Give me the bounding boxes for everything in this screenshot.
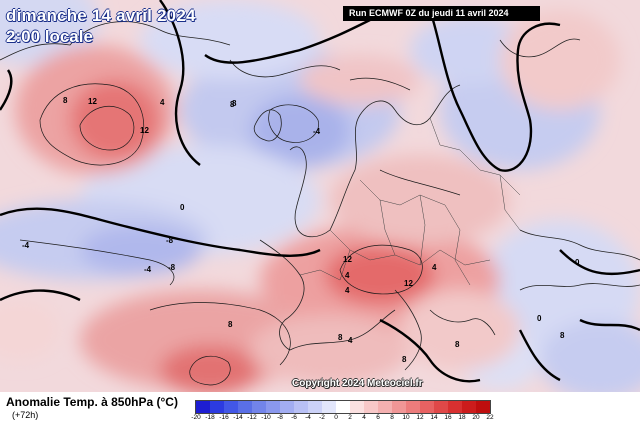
contour-label: 4	[345, 271, 350, 280]
color-scale-tick: -12	[247, 414, 257, 421]
color-scale-tick: -4	[305, 414, 311, 421]
color-scale-tick: -8	[277, 414, 283, 421]
coastlines	[0, 21, 640, 371]
color-scale-tick: 10	[402, 414, 410, 421]
color-scale-tick: -14	[233, 414, 243, 421]
forecast-date: dimanche 14 avril 2024	[6, 6, 196, 25]
color-scale-tick: 12	[416, 414, 424, 421]
color-swatch	[392, 401, 406, 413]
color-scale-ticks: -20 -18 -16 -14 -12 -10 -8 -6 -4 -2 0 2 4 6 8 10 12 14 16 1…	[191, 414, 495, 424]
color-swatch	[308, 401, 322, 413]
color-swatch	[280, 401, 294, 413]
isolines	[19, 77, 461, 386]
zero-isolines	[0, 0, 640, 383]
contour-label: -4	[144, 265, 152, 274]
contour-label: 8	[338, 333, 343, 342]
copyright-text: Copyright 2024 Meteociel.fr	[292, 378, 423, 389]
color-swatch	[350, 401, 364, 413]
contour-label: -8	[168, 263, 176, 272]
color-scale-tick: 0	[334, 414, 338, 421]
anomaly-field	[0, 0, 640, 392]
forecast-hour: (+72h)	[12, 410, 39, 420]
contour-label: 4	[345, 286, 350, 295]
contour-label: 4	[432, 263, 437, 272]
contour-label: 8	[232, 99, 237, 108]
color-swatch	[238, 401, 252, 413]
model-run-label: Run ECMWF 0Z du jeudi 11 avril 2024	[343, 6, 540, 21]
color-swatch	[336, 401, 350, 413]
contour-label: 8	[63, 96, 68, 105]
color-scale-tick: 6	[376, 414, 380, 421]
contour-label: 4	[160, 98, 165, 107]
color-swatch	[448, 401, 462, 413]
contour-label: 8	[230, 100, 235, 109]
color-scale-tick: -10	[261, 414, 271, 421]
color-swatch	[322, 401, 336, 413]
color-swatch	[210, 401, 224, 413]
color-scale-tick: 18	[458, 414, 466, 421]
weather-map: 12 12 8 8 4 8 -4 -8 -8 0 -4 8 4 12 12 8 8 8 4 4 -4 8 0 0 4 diman…	[0, 0, 640, 392]
color-swatch	[462, 401, 476, 413]
contour-label: 8	[455, 340, 460, 349]
color-scale-tick: -6	[291, 414, 297, 421]
contour-label: 8	[402, 355, 407, 364]
color-swatch	[378, 401, 392, 413]
contour-label: 8	[560, 331, 565, 340]
color-scale-tick: 4	[362, 414, 366, 421]
contour-label: 12	[343, 255, 352, 264]
color-swatch	[196, 401, 210, 413]
color-swatch	[266, 401, 280, 413]
contour-label: 4	[348, 336, 353, 345]
contour-label: 0	[575, 258, 580, 267]
color-scale-tick: 16	[444, 414, 452, 421]
contour-label: -4	[22, 241, 30, 250]
contour-label: 12	[140, 126, 149, 135]
color-scale-tick: 22	[486, 414, 494, 421]
forecast-time: 2:00 locale	[6, 27, 93, 46]
color-swatch	[406, 401, 420, 413]
color-swatch	[294, 401, 308, 413]
country-borders	[299, 117, 521, 286]
color-scale-tick: -2	[319, 414, 325, 421]
color-swatch	[224, 401, 238, 413]
color-swatch	[364, 401, 378, 413]
contour-label: 12	[88, 97, 97, 106]
contour-label: 12	[404, 279, 413, 288]
color-swatch	[252, 401, 266, 413]
color-scale-tick: 2	[348, 414, 352, 421]
contour-label: 8	[228, 320, 233, 329]
contour-label: 0	[537, 314, 542, 323]
color-scale-tick: 20	[472, 414, 480, 421]
color-scale-tick: -16	[219, 414, 229, 421]
color-swatch	[476, 401, 490, 413]
color-scale-tick: 14	[430, 414, 438, 421]
contour-label: -8	[166, 236, 174, 245]
contour-label: 0	[180, 203, 185, 212]
color-scale	[195, 400, 491, 414]
color-scale-tick: 8	[390, 414, 394, 421]
color-swatch	[420, 401, 434, 413]
color-swatch	[434, 401, 448, 413]
contour-label: -4	[313, 127, 321, 136]
legend-bar: Anomalie Temp. à 850hPa (°C) (+72h) -20-…	[0, 392, 640, 427]
legend-title: Anomalie Temp. à 850hPa (°C)	[6, 395, 178, 409]
color-scale-tick: -18	[205, 414, 215, 421]
color-scale-tick: -20	[191, 414, 201, 421]
